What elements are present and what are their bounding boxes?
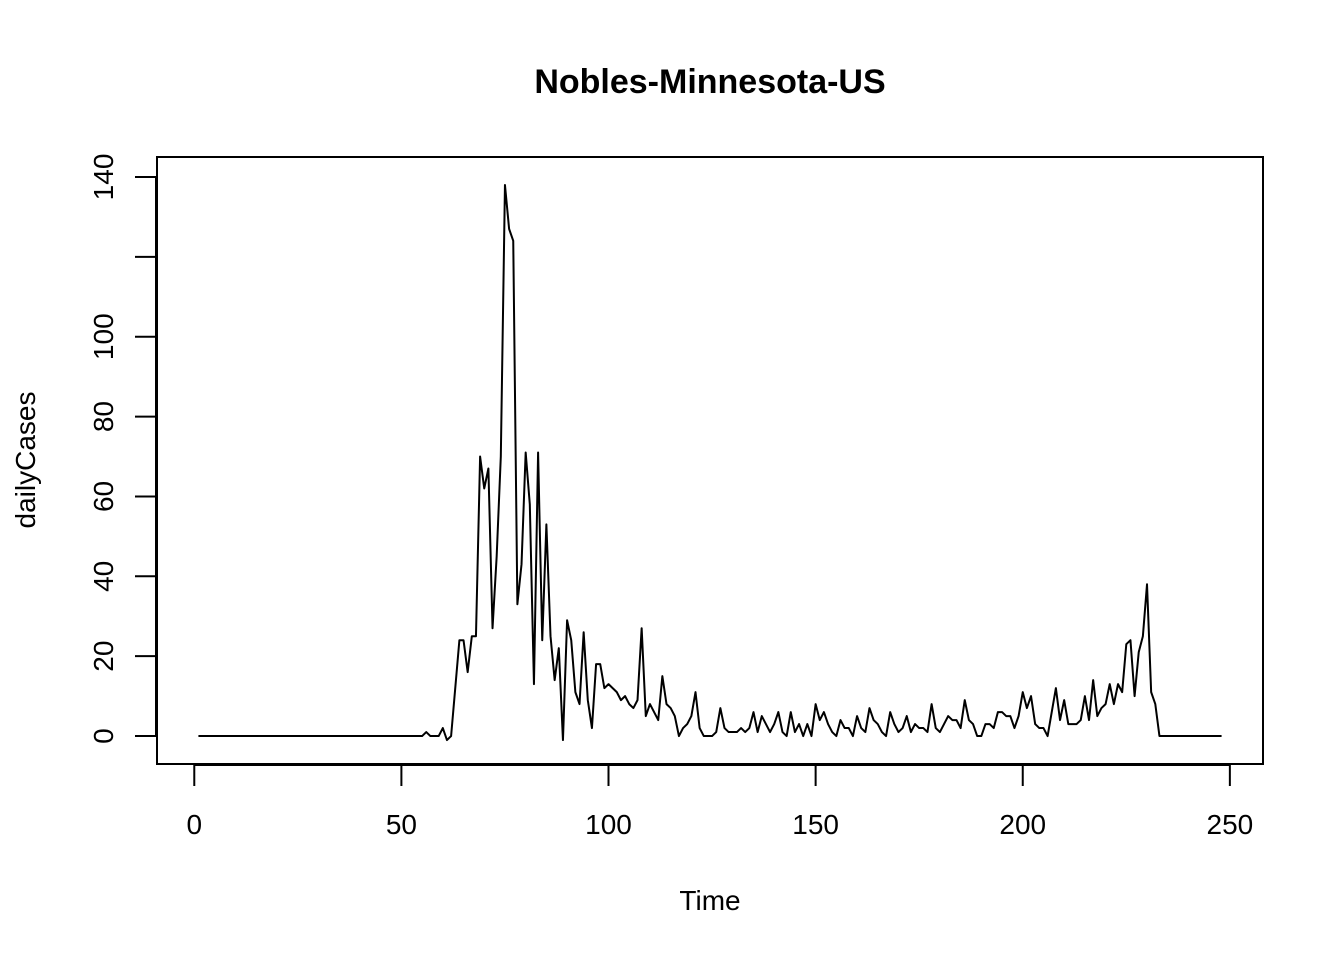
- x-tick-label: 0: [186, 809, 202, 840]
- y-tick-label: 80: [88, 401, 119, 432]
- y-axis-label: dailyCases: [10, 392, 41, 529]
- plot-frame: [156, 156, 1264, 765]
- y-axis: 0 20 40 60 80 100 140: [88, 154, 157, 744]
- x-tick-label: 150: [792, 809, 839, 840]
- y-tick-label: 40: [88, 561, 119, 592]
- series-line: [198, 183, 1222, 742]
- y-tick-label: 20: [88, 641, 119, 672]
- y-tick-label: 140: [88, 154, 119, 201]
- x-axis-label: Time: [679, 885, 740, 916]
- x-tick-label: 250: [1207, 809, 1254, 840]
- x-tick-label: 50: [386, 809, 417, 840]
- y-tick-label: 100: [88, 313, 119, 360]
- y-tick-label: 0: [88, 728, 119, 744]
- y-tick-label: 60: [88, 481, 119, 512]
- x-tick-label: 200: [999, 809, 1046, 840]
- x-axis: 0 50 100 150 200 250: [186, 764, 1253, 840]
- chart-title: Nobles-Minnesota-US: [534, 63, 885, 101]
- x-tick-label: 100: [585, 809, 632, 840]
